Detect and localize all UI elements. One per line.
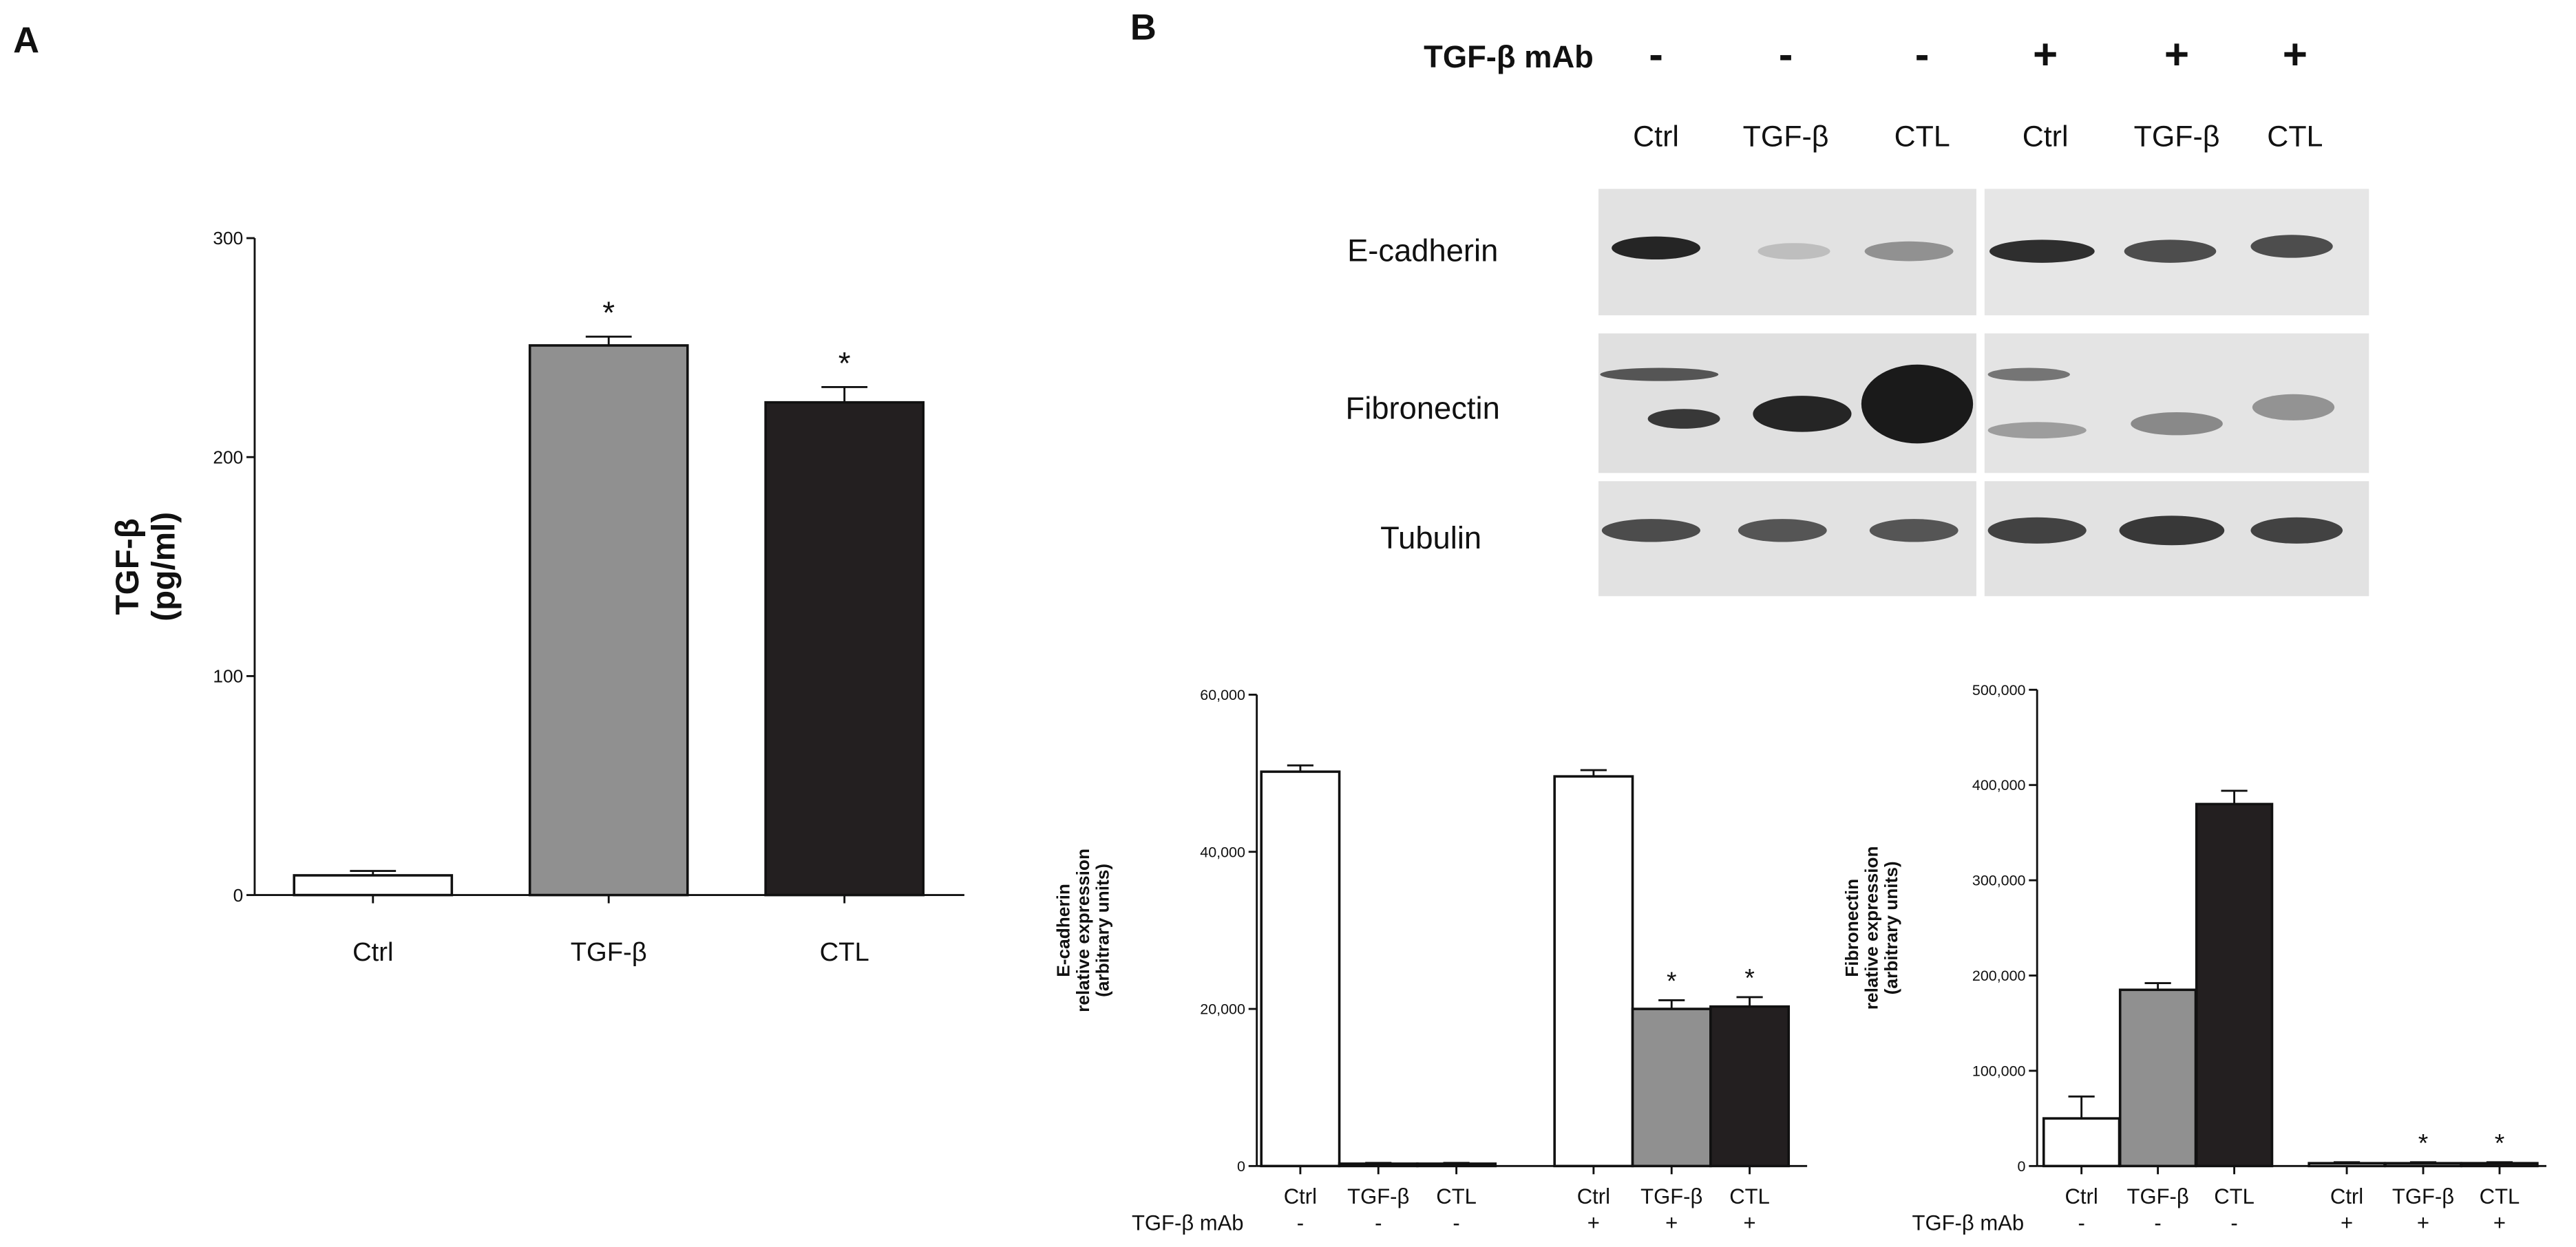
- mab-sign: +: [2283, 31, 2308, 78]
- row-value: -: [2230, 1211, 2237, 1235]
- row-value: +: [2493, 1211, 2506, 1235]
- y-tick-label: 100: [213, 666, 243, 687]
- mab-sign: -: [1915, 31, 1930, 78]
- y-axis-label: relative expression: [1073, 849, 1093, 1012]
- significance: *: [1667, 966, 1676, 995]
- row-label: TGF-β mAb: [1912, 1211, 2025, 1235]
- significance: *: [602, 295, 615, 330]
- lane-label: Ctrl: [1633, 120, 1679, 153]
- lane-label: CTL: [2267, 120, 2323, 153]
- y-axis-label: TGF-β: [109, 518, 146, 615]
- row-value: +: [1744, 1211, 1756, 1235]
- bar: [293, 874, 454, 897]
- y-tick-label: 0: [233, 885, 244, 906]
- row-value: -: [1297, 1211, 1304, 1235]
- bar: [1260, 770, 1341, 1168]
- protein-label: Tubulin: [1380, 520, 1481, 555]
- lane-label: TGF-β: [2134, 120, 2220, 153]
- bar-chart: 0 20,000 40,000 60,000 Ctrl - TGF-β - CTL - Ctrl + T…: [1053, 687, 1808, 1235]
- bar: [2460, 1162, 2539, 1168]
- mab-sign: -: [1649, 31, 1663, 78]
- bar: [2195, 802, 2274, 1168]
- mab-sign: -: [1779, 31, 1793, 78]
- y-tick-label: 60,000: [1200, 687, 1245, 703]
- bar: [1416, 1162, 1497, 1168]
- lane-label: CTL: [1894, 120, 1950, 153]
- y-axis-label: (arbitrary units): [1881, 861, 1901, 994]
- mab-sign: +: [2164, 31, 2189, 78]
- row-value: +: [1665, 1211, 1678, 1235]
- protein-label: Fibronectin: [1346, 391, 1500, 426]
- y-tick-label: 100,000: [1972, 1063, 2026, 1079]
- y-tick-label: 200: [213, 447, 243, 467]
- x-tick-label: Ctrl: [1284, 1184, 1317, 1208]
- y-tick-label: 300: [213, 228, 243, 248]
- row-value: -: [2154, 1211, 2161, 1235]
- significance: *: [2495, 1128, 2504, 1157]
- y-axis-label: E-cadherin: [1053, 884, 1073, 977]
- row-value: -: [1375, 1211, 1382, 1235]
- panel-label: A: [13, 20, 39, 61]
- y-tick-label: 500,000: [1972, 682, 2026, 699]
- blot-row-header: TGF-β mAb: [1424, 39, 1594, 74]
- y-tick-label: 0: [2018, 1158, 2026, 1175]
- x-tick-label: CTL: [820, 937, 869, 967]
- bands: [1600, 235, 2343, 546]
- row-value: +: [2417, 1211, 2429, 1235]
- significance: *: [838, 345, 851, 381]
- y-tick-label: 20,000: [1200, 1001, 1245, 1018]
- significance: *: [2418, 1128, 2428, 1157]
- y-tick-label: 200,000: [1972, 968, 2026, 984]
- bar: [2042, 1117, 2121, 1168]
- row-value: +: [1587, 1211, 1600, 1235]
- y-tick-label: 0: [1237, 1158, 1245, 1175]
- y-tick-label: 300,000: [1972, 873, 2026, 889]
- lane-label: TGF-β: [1743, 120, 1829, 153]
- bar: [764, 401, 925, 897]
- y-axis-label: (arbitrary units): [1092, 864, 1113, 997]
- x-tick-label: TGF-β: [2127, 1184, 2189, 1208]
- x-tick-label: TGF-β: [571, 937, 647, 967]
- panel-label: B: [1130, 7, 1157, 47]
- bar: [528, 344, 689, 897]
- row-label: TGF-β mAb: [1132, 1211, 1244, 1235]
- protein-label: E-cadherin: [1347, 233, 1498, 268]
- mab-sign: +: [2033, 31, 2058, 78]
- row-value: +: [2341, 1211, 2353, 1235]
- significance: *: [1744, 963, 1754, 992]
- blot-panel: [1984, 333, 2369, 473]
- x-tick-label: Ctrl: [352, 937, 393, 967]
- y-tick-label: 40,000: [1200, 844, 1245, 860]
- x-tick-label: CTL: [1436, 1184, 1477, 1208]
- x-tick-label: TGF-β: [1640, 1184, 1702, 1208]
- bar-chart: 0 100,000 200,000 300,000 400,000 500,000 Ctrl…: [1841, 682, 2546, 1235]
- row-value: -: [2078, 1211, 2084, 1235]
- lane-label: Ctrl: [2023, 120, 2069, 153]
- bar: [2308, 1162, 2386, 1168]
- bar: [1553, 775, 1634, 1168]
- x-tick-label: CTL: [2480, 1184, 2520, 1208]
- bar: [1709, 1005, 1791, 1168]
- y-tick-label: 400,000: [1972, 777, 2026, 793]
- x-tick-label: TGF-β: [2392, 1184, 2454, 1208]
- y-axis-label: (pg/ml): [146, 512, 182, 621]
- x-tick-label: Ctrl: [1577, 1184, 1610, 1208]
- y-axis-label: Fibronectin: [1841, 879, 1862, 977]
- x-tick-label: Ctrl: [2330, 1184, 2363, 1208]
- row-value: -: [1453, 1211, 1459, 1235]
- western-blot: TGF-β mAb E-cadherin Fibronectin Tubulin…: [1346, 31, 2369, 597]
- bar: [2384, 1162, 2462, 1168]
- bar: [1338, 1162, 1419, 1168]
- x-tick-label: CTL: [2214, 1184, 2255, 1208]
- bar: [1631, 1008, 1712, 1168]
- y-axis-label: relative expression: [1861, 846, 1881, 1010]
- x-tick-label: CTL: [1729, 1184, 1770, 1208]
- x-tick-label: Ctrl: [2065, 1184, 2098, 1208]
- bar: [2118, 988, 2197, 1168]
- x-tick-label: TGF-β: [1347, 1184, 1409, 1208]
